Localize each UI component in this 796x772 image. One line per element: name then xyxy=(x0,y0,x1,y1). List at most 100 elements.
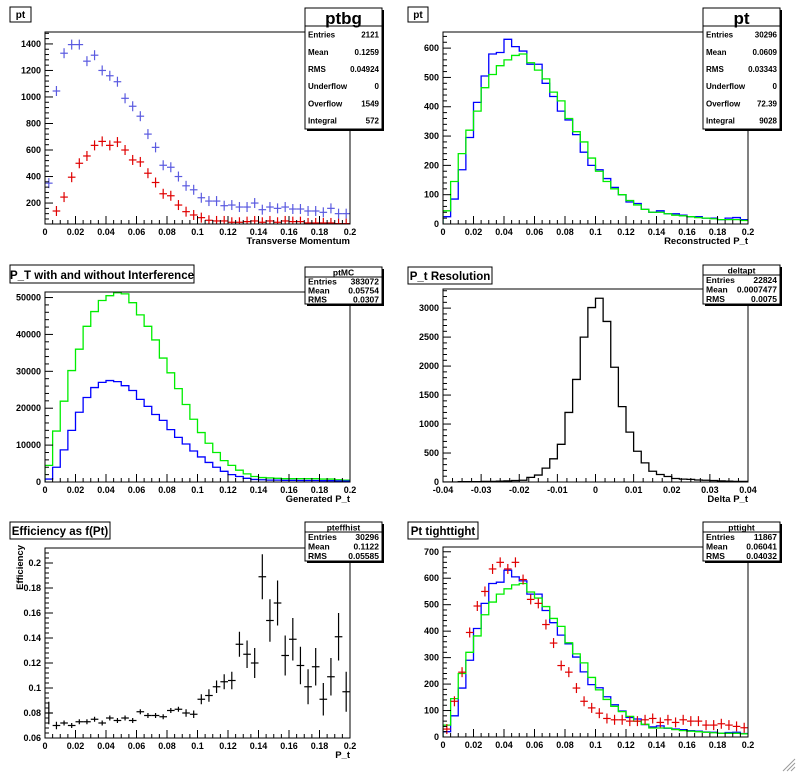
y-tick-label: 20000 xyxy=(16,403,41,413)
stats-label: Entries xyxy=(706,31,734,40)
x-tick-label: 0.18 xyxy=(311,227,329,237)
data-point xyxy=(473,601,482,612)
data-point xyxy=(83,150,91,161)
plot-frame xyxy=(442,546,749,738)
data-point xyxy=(610,714,619,725)
data-point xyxy=(189,209,198,220)
data-point xyxy=(304,217,312,224)
x-tick-label: 0.16 xyxy=(280,485,298,495)
data-point xyxy=(633,716,642,727)
stats-label: RMS xyxy=(706,294,725,304)
data-point xyxy=(243,216,251,224)
data-point xyxy=(113,718,122,723)
x-tick-label: 0.02 xyxy=(465,740,483,750)
data-point xyxy=(113,137,122,148)
x-tick-label: 0.02 xyxy=(663,485,681,495)
data-point xyxy=(205,689,213,702)
data-point xyxy=(709,720,718,731)
plot-frame xyxy=(44,547,351,739)
data-point xyxy=(732,721,741,732)
data-point xyxy=(511,557,520,568)
data-point xyxy=(458,667,466,678)
data-point xyxy=(243,640,251,668)
stats-box: ptbg Entries 2121 Mean 0.1259 RMS 0.04924Under… xyxy=(304,7,384,131)
stats-value: 0.05585 xyxy=(348,551,379,561)
data-point xyxy=(90,50,99,61)
data-point xyxy=(679,714,687,725)
data-point xyxy=(235,631,244,657)
stats-label: Mean xyxy=(308,286,330,296)
stats-value: 11867 xyxy=(754,532,777,542)
data-point xyxy=(342,208,350,219)
data-point xyxy=(128,154,137,165)
histogram-title: P_t Resolution xyxy=(410,271,491,283)
data-point xyxy=(67,723,76,728)
histogram-title-box: Pt tighttight xyxy=(407,521,479,540)
x-tick-label: -0.01 xyxy=(547,485,568,495)
data-point xyxy=(273,203,282,214)
x-tick-label: 0.16 xyxy=(678,227,696,237)
y-tick-label: 1200 xyxy=(21,65,41,75)
y-tick-label: 2500 xyxy=(419,332,439,342)
data-point xyxy=(220,200,228,211)
data-point xyxy=(151,713,160,718)
histogram-line-series-1 xyxy=(443,38,748,224)
x-tick-label: 0.14 xyxy=(250,485,268,495)
data-point xyxy=(98,720,106,726)
x-tick-label: 0.08 xyxy=(158,485,176,495)
stats-label: Entries xyxy=(308,532,337,542)
x-tick-label: 0.1 xyxy=(191,741,204,751)
x-tick-label: 0.18 xyxy=(709,227,727,237)
data-point xyxy=(75,39,84,50)
data-point xyxy=(52,86,61,97)
stats-title: pteffhist xyxy=(327,523,361,533)
data-point xyxy=(151,177,160,188)
data-point xyxy=(228,671,236,690)
x-tick-label: 0.2 xyxy=(344,227,357,237)
stats-value: 0.0007477 xyxy=(737,285,777,295)
data-point xyxy=(534,598,543,609)
resize-grip-line xyxy=(782,758,796,772)
data-point xyxy=(197,192,206,203)
data-point xyxy=(159,714,167,720)
data-point xyxy=(90,140,99,151)
x-tick-label: 0.02 xyxy=(67,227,85,237)
histogram-title: pt xyxy=(16,10,26,21)
stats-value: 0 xyxy=(375,82,380,91)
data-point xyxy=(197,694,206,705)
data-point xyxy=(266,215,274,224)
stats-box-border xyxy=(304,7,383,130)
data-point xyxy=(296,204,305,215)
y-tick-label: 1000 xyxy=(419,419,439,429)
x-tick-label: 0.06 xyxy=(128,741,146,751)
x-tick-label: 0.12 xyxy=(617,227,635,237)
data-point xyxy=(67,172,76,183)
resize-grip-icon[interactable] xyxy=(782,758,796,772)
y-tick-label: 0.08 xyxy=(23,708,41,718)
histogram-title-box: pt xyxy=(407,6,429,23)
stats-value: 0.04924 xyxy=(350,65,379,74)
stats-value: 0.0307 xyxy=(353,295,379,305)
data-point xyxy=(304,206,312,217)
x-tick-label: 0.12 xyxy=(219,227,237,237)
stats-label: Overflow xyxy=(706,99,741,108)
data-point xyxy=(258,204,267,215)
data-point xyxy=(98,136,106,147)
data-point xyxy=(273,217,282,224)
data-point xyxy=(121,715,129,721)
data-point xyxy=(542,619,550,630)
x-tick-label: -0.03 xyxy=(471,485,492,495)
data-point xyxy=(174,200,183,211)
data-point xyxy=(450,696,459,707)
y-tick-label: 0.06 xyxy=(23,733,41,743)
plot-area xyxy=(45,39,350,224)
data-point xyxy=(289,216,297,224)
y-tick-label: 0 xyxy=(434,477,439,487)
stats-label: Entries xyxy=(706,532,735,542)
data-point xyxy=(228,200,236,211)
stats-value: 0.0609 xyxy=(753,48,778,57)
